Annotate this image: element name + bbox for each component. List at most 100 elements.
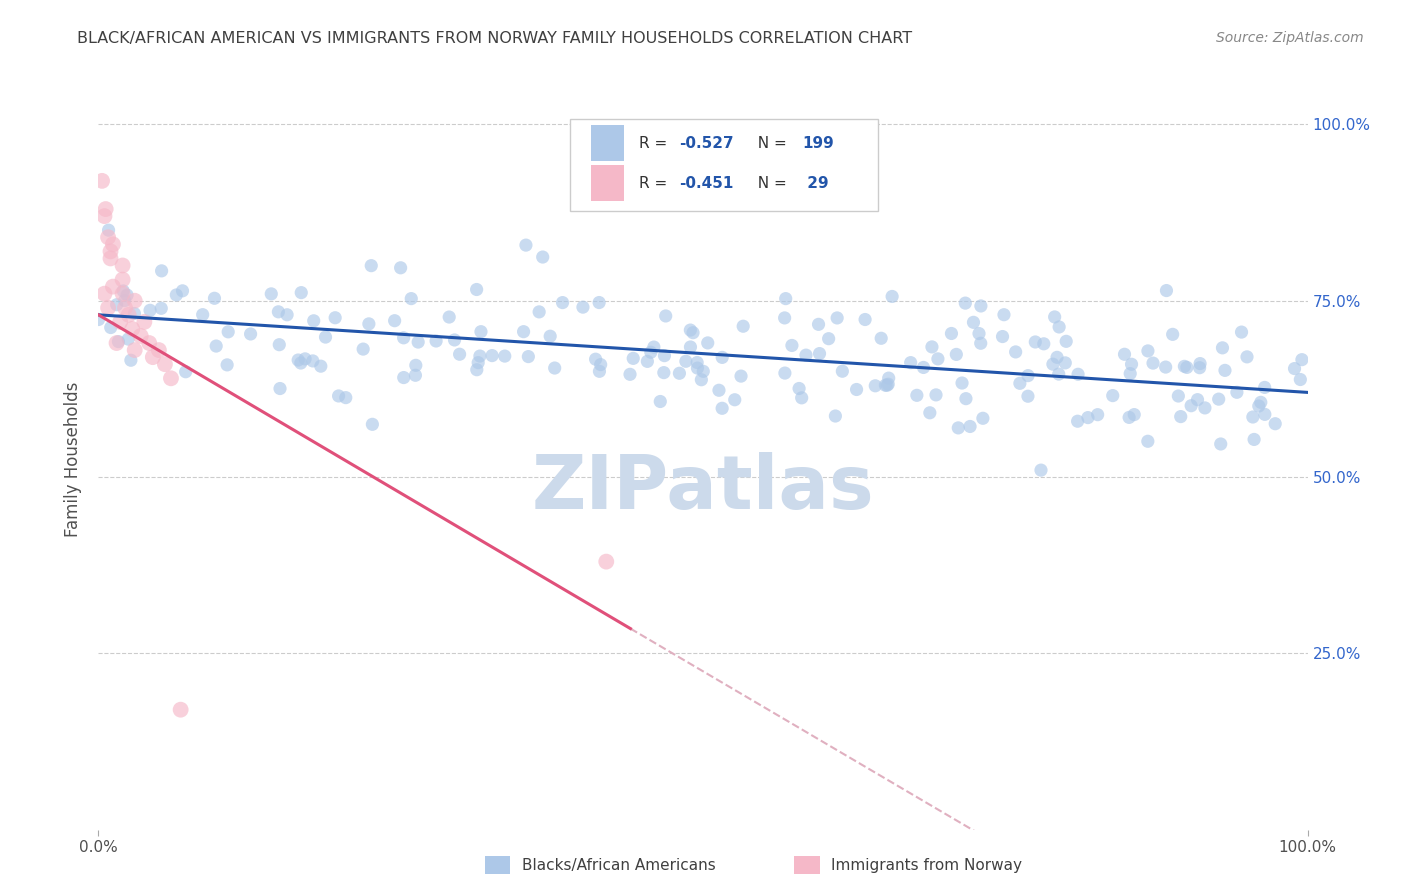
Point [1154, 360, 1177, 375]
Point [465, 283, 488, 297]
Point [111, 286, 134, 301]
Point [169, 703, 191, 717]
Point [91, 174, 114, 188]
Point [551, 295, 574, 310]
Point [948, 421, 970, 435]
Point [621, 351, 644, 366]
Point [588, 295, 610, 310]
Point [111, 259, 134, 273]
Point [707, 384, 730, 398]
Point [1008, 376, 1031, 391]
Text: Immigrants from Norway: Immigrants from Norway [831, 858, 1022, 872]
Point [724, 392, 747, 407]
Point [138, 336, 160, 351]
Point [328, 389, 350, 403]
Point [1077, 410, 1099, 425]
Text: -0.527: -0.527 [679, 136, 734, 151]
Point [97, 301, 120, 315]
Point [1054, 356, 1077, 370]
Point [481, 349, 503, 363]
Point [1087, 408, 1109, 422]
Point [302, 314, 325, 328]
Point [870, 331, 893, 345]
Point [950, 376, 973, 390]
Text: -0.451: -0.451 [679, 176, 733, 191]
Point [443, 333, 465, 347]
Point [114, 293, 136, 308]
Point [1243, 433, 1265, 447]
FancyBboxPatch shape [591, 165, 624, 201]
Point [1209, 437, 1232, 451]
Point [389, 260, 412, 275]
Point [360, 259, 382, 273]
Point [1208, 392, 1230, 406]
Point [927, 351, 949, 366]
Point [1101, 389, 1123, 403]
Point [1180, 399, 1202, 413]
Point [941, 326, 963, 341]
Point [294, 351, 316, 366]
Point [527, 305, 550, 319]
Point [134, 315, 156, 329]
Point [775, 292, 797, 306]
Point [1284, 361, 1306, 376]
Point [101, 237, 124, 252]
Point [405, 359, 427, 373]
Point [217, 325, 239, 339]
Point [287, 353, 309, 368]
FancyBboxPatch shape [591, 126, 624, 161]
Point [399, 292, 422, 306]
Point [1136, 343, 1159, 358]
Point [1066, 414, 1088, 428]
Point [269, 382, 291, 396]
Point [117, 332, 139, 346]
Point [654, 349, 676, 363]
Point [1226, 385, 1249, 400]
Point [1189, 357, 1212, 371]
Point [115, 288, 138, 302]
Point [1047, 367, 1070, 381]
Point [831, 364, 853, 378]
Point [165, 288, 187, 302]
Point [1167, 389, 1189, 403]
Point [790, 391, 813, 405]
Point [733, 319, 755, 334]
Point [682, 326, 704, 340]
Point [1114, 347, 1136, 361]
Point [972, 411, 994, 425]
Point [1123, 408, 1146, 422]
Point [807, 318, 830, 332]
Point [595, 555, 617, 569]
Point [1289, 372, 1312, 386]
Point [1004, 345, 1026, 359]
Point [114, 301, 136, 315]
Point [87, 312, 110, 326]
Point [1175, 360, 1198, 375]
Text: Source: ZipAtlas.com: Source: ZipAtlas.com [1216, 31, 1364, 45]
Point [1017, 368, 1039, 383]
Text: Blacks/African Americans: Blacks/African Americans [522, 858, 716, 872]
Point [1170, 409, 1192, 424]
Point [1213, 363, 1236, 377]
Point [853, 312, 876, 326]
Point [1161, 327, 1184, 342]
Point [124, 306, 146, 320]
Point [406, 334, 429, 349]
Point [652, 366, 675, 380]
Point [517, 350, 540, 364]
Point [640, 345, 662, 359]
Point [711, 351, 734, 365]
Point [120, 353, 142, 368]
Point [675, 354, 697, 368]
Point [301, 354, 323, 368]
Point [1024, 334, 1046, 349]
Point [1067, 368, 1090, 382]
Point [361, 417, 384, 432]
Point [1230, 325, 1253, 339]
Point [1046, 351, 1069, 365]
Point [686, 355, 709, 369]
Point [101, 279, 124, 293]
Point [538, 329, 561, 343]
Point [515, 238, 537, 252]
Point [150, 301, 173, 316]
